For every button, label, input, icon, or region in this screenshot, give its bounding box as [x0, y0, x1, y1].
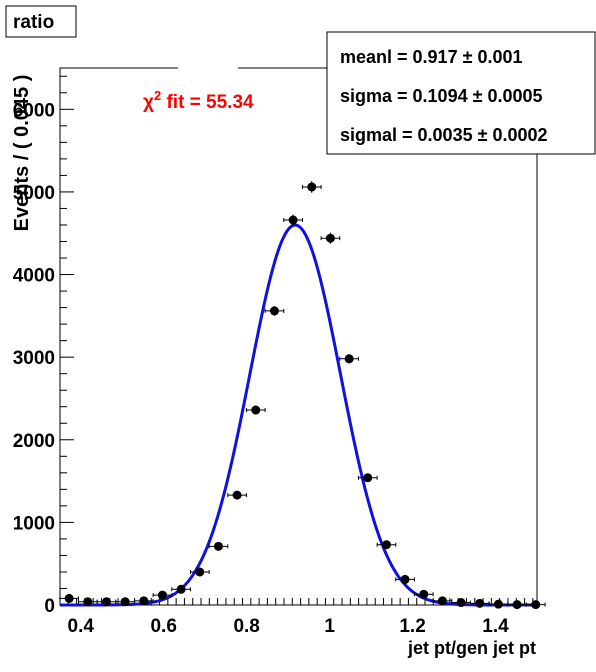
data-marker: [512, 600, 522, 610]
data-marker: [101, 597, 111, 607]
data-point: [283, 214, 303, 226]
title-box: ratio: [5, 5, 77, 38]
fit-curve-line: [60, 223, 537, 607]
data-marker: [288, 215, 298, 225]
y-axis-label: Events / ( 0.045 ): [11, 75, 33, 232]
y-axis: 0 1000 2000 3000 4000 5000 6000: [13, 75, 74, 617]
data-marker: [437, 596, 447, 606]
data-marker: [83, 597, 93, 607]
stats-box-frame: [326, 31, 596, 155]
data-marker: [400, 574, 410, 584]
data-marker: [232, 490, 242, 500]
data-marker: [195, 567, 205, 577]
data-marker: [120, 597, 130, 607]
data-marker: [381, 540, 391, 550]
y-tick-label: 1000: [13, 513, 55, 534]
y-tick-label: 2000: [13, 431, 55, 452]
data-point: [507, 600, 527, 610]
data-marker: [456, 598, 466, 608]
plot-frame: [59, 67, 538, 606]
data-point: [451, 598, 471, 608]
data-marker: [213, 541, 223, 551]
data-points: [59, 181, 546, 610]
x-tick-label: 1: [324, 616, 335, 637]
data-marker: [325, 233, 335, 243]
data-marker: [531, 600, 541, 610]
data-point: [264, 305, 285, 316]
data-point: [357, 473, 378, 483]
data-point: [189, 567, 210, 577]
title-box-frame: [5, 5, 77, 38]
data-point: [301, 181, 322, 193]
data-point: [59, 593, 79, 603]
y-tick-label: 3000: [13, 348, 55, 369]
data-point: [208, 541, 229, 551]
data-point: [245, 405, 266, 415]
data-marker: [419, 589, 429, 599]
y-tick-label: 4000: [13, 266, 55, 287]
stat-sigma: sigma = 0.1094 ± 0.0005: [340, 86, 543, 106]
data-marker: [363, 473, 373, 483]
data-marker: [251, 405, 261, 415]
x-tick-label: 0.6: [150, 616, 176, 637]
fit-label: χ2 fit = 55.34: [143, 88, 254, 113]
data-point: [432, 596, 453, 606]
data-marker: [176, 584, 186, 594]
fit-label-chi: χ: [143, 92, 154, 113]
data-point: [339, 354, 359, 364]
data-point: [376, 540, 397, 550]
data-point: [320, 232, 341, 244]
fit-curve: [60, 223, 537, 607]
data-marker: [307, 182, 317, 192]
x-axis: 0.4 0.6 0.8 1 1.2 1.4: [59, 598, 534, 637]
y-tick-label: 0: [44, 596, 55, 617]
stats-box: meanl = 0.917 ± 0.001 sigma = 0.1094 ± 0…: [326, 31, 596, 155]
data-point: [152, 590, 173, 600]
x-axis-label: jet pt/gen jet pt: [407, 638, 536, 658]
stat-sigmal: sigmal = 0.0035 ± 0.0002: [340, 125, 548, 145]
data-marker: [157, 590, 167, 600]
x-tick-label: 0.4: [68, 616, 95, 637]
data-point: [96, 597, 117, 607]
data-point: [115, 597, 135, 607]
data-point: [227, 490, 247, 500]
data-point: [133, 596, 154, 606]
data-point: [525, 600, 546, 610]
data-point: [469, 598, 490, 608]
data-point: [171, 584, 191, 594]
x-tick-label: 1.4: [482, 616, 509, 637]
data-marker: [269, 306, 279, 316]
x-tick-label: 1.2: [399, 616, 425, 637]
data-marker: [493, 599, 503, 609]
data-marker: [475, 598, 485, 608]
data-point: [395, 574, 415, 584]
data-marker: [344, 354, 354, 364]
stat-meanl: meanl = 0.917 ± 0.001: [340, 47, 523, 67]
y-tick-label: 5000: [13, 183, 55, 204]
chart-title: ratio: [13, 12, 54, 33]
y-tick-label: 6000: [13, 100, 55, 121]
x-tick-label: 0.8: [233, 616, 259, 637]
fit-label-sup: 2: [154, 88, 161, 103]
data-marker: [64, 593, 74, 603]
data-marker: [139, 596, 149, 606]
data-point: [488, 599, 509, 609]
fit-label-rest: fit = 55.34: [161, 92, 254, 113]
data-point: [413, 589, 434, 599]
